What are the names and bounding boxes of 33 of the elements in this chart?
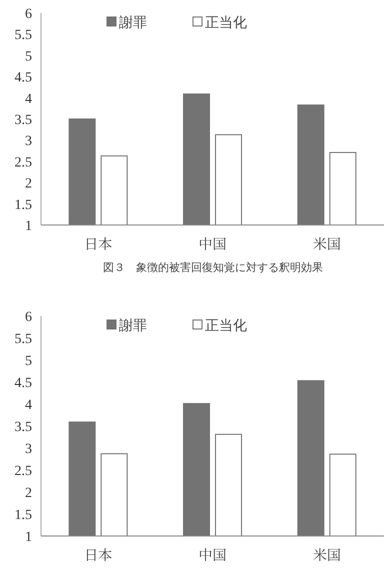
x-tick-label: 日本	[84, 545, 112, 565]
y-tick-label: 5	[25, 354, 32, 369]
y-tick-label: 5.5	[14, 28, 32, 44]
y-tick-label: 1.5	[14, 198, 32, 213]
x-tick-label: 日本	[84, 234, 112, 254]
y-tick-label: 3	[25, 134, 32, 150]
y-tick-label: 6	[25, 7, 32, 22]
y-tick-label: 4.5	[14, 70, 32, 86]
y-tick-label: 6	[25, 310, 32, 325]
y-tick-label: 2.5	[14, 464, 32, 479]
y-tick-label: 5	[25, 49, 32, 64]
y-tick-label: 2	[25, 176, 32, 192]
legend-label: 正当化	[205, 14, 247, 30]
y-tick-label: 1	[25, 530, 32, 545]
y-tick-label: 4	[25, 92, 32, 107]
y-tick-label: 1	[25, 219, 32, 234]
y-tick-label: 1.5	[14, 508, 32, 523]
y-tick-label: 4.5	[14, 376, 32, 391]
y-tick-label: 5.5	[14, 332, 32, 347]
y-tick-label: 3.5	[14, 420, 32, 435]
x-tick-label: 中国	[198, 545, 226, 565]
legend-label: 正当化	[205, 317, 247, 333]
caption: 図３ 象徴的被害回復知覚に対する釈明効果	[103, 261, 323, 274]
x-tick-label: 米国	[312, 545, 341, 565]
y-tick-label: 2.5	[14, 155, 32, 170]
y-tick-label: 4	[25, 398, 32, 413]
x-tick-label: 中国	[198, 234, 226, 254]
legend-label: 謝罪	[119, 14, 147, 30]
y-tick-label: 3.5	[14, 113, 32, 128]
y-tick-label: 2	[25, 486, 32, 501]
x-tick-label: 米国	[312, 234, 341, 254]
y-tick-label: 3	[25, 442, 32, 457]
legend-label: 謝罪	[119, 317, 147, 333]
